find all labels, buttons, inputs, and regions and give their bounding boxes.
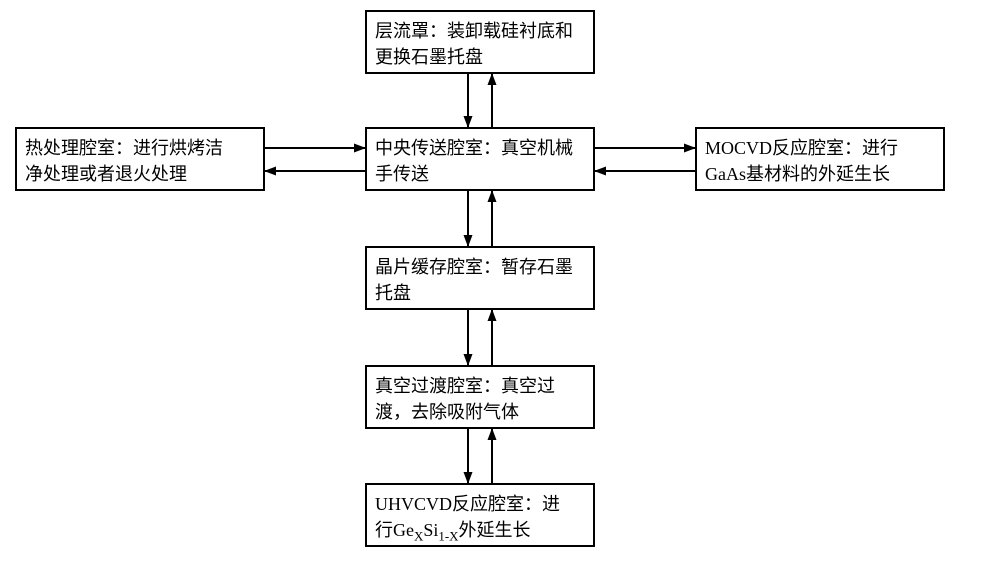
node-buffer-text: 晶片缓存腔室：暂存石墨托盘 [375, 257, 573, 303]
node-top-line1: 层流罩：装卸载硅衬底和 [375, 21, 573, 41]
node-top-text: 层流罩：装卸载硅衬底和更换石墨托盘 [375, 21, 573, 67]
node-center-text: 中央传送腔室：真空机械手传送 [375, 138, 573, 184]
node-uhvcvd-text: UHVCVD反应腔室：进行GeXSi1-X外延生长 [375, 494, 560, 540]
node-vacuum: 真空过渡腔室：真空过渡，去除吸附气体 [365, 365, 595, 429]
node-uhvcvd-sub2: 1-X [438, 529, 458, 544]
node-vacuum-line2: 渡，去除吸附气体 [375, 402, 519, 422]
node-uhvcvd-line1: UHVCVD反应腔室：进 [375, 494, 560, 514]
node-center: 中央传送腔室：真空机械手传送 [365, 127, 595, 191]
node-vacuum-text: 真空过渡腔室：真空过渡，去除吸附气体 [375, 376, 555, 422]
node-right-line1: MOCVD反应腔室：进行 [705, 138, 898, 158]
node-buffer-line1: 晶片缓存腔室：暂存石墨 [375, 257, 573, 277]
node-uhvcvd-line2mid: Si [423, 520, 438, 540]
node-vacuum-line1: 真空过渡腔室：真空过 [375, 376, 555, 396]
node-left-line1: 热处理腔室：进行烘烤洁 [25, 138, 223, 158]
node-buffer: 晶片缓存腔室：暂存石墨托盘 [365, 246, 595, 310]
node-right-text: MOCVD反应腔室：进行 GaAs基材料的外延生长 [705, 138, 898, 184]
node-top-line2: 更换石墨托盘 [375, 47, 483, 67]
node-center-line2: 手传送 [375, 164, 429, 184]
node-uhvcvd-sub1: X [414, 529, 423, 544]
node-center-line1: 中央传送腔室：真空机械 [375, 138, 573, 158]
node-uhvcvd: UHVCVD反应腔室：进行GeXSi1-X外延生长 [365, 483, 595, 547]
node-left-line2: 净处理或者退火处理 [25, 164, 187, 184]
node-buffer-line2: 托盘 [375, 283, 411, 303]
node-uhvcvd-line2pre: 行Ge [375, 520, 414, 540]
node-uhvcvd-line2post: 外延生长 [459, 520, 531, 540]
node-top: 层流罩：装卸载硅衬底和更换石墨托盘 [365, 10, 595, 74]
node-left-text: 热处理腔室：进行烘烤洁净处理或者退火处理 [25, 138, 223, 184]
node-right: MOCVD反应腔室：进行 GaAs基材料的外延生长 [695, 127, 945, 191]
node-left: 热处理腔室：进行烘烤洁净处理或者退火处理 [15, 127, 265, 191]
node-right-line2: GaAs基材料的外延生长 [705, 164, 890, 184]
